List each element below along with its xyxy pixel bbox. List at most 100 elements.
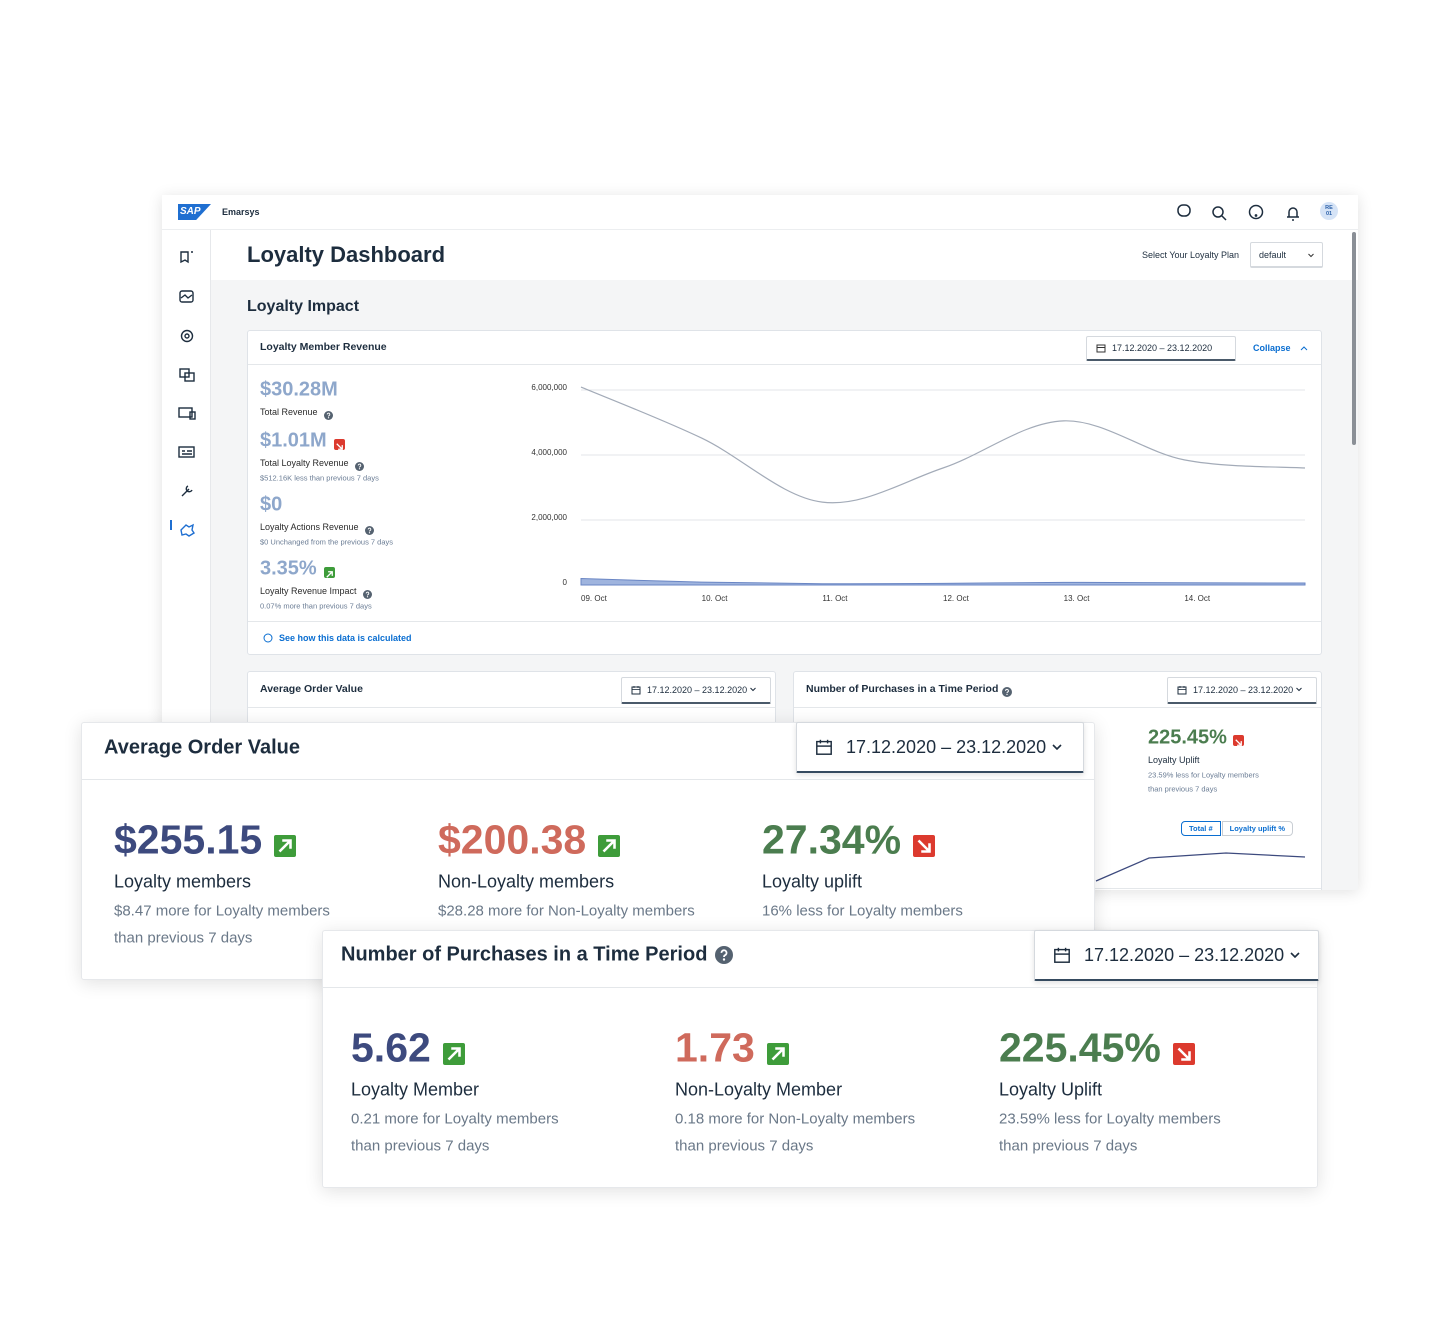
x-tick-label: 11. Oct [822,594,848,603]
chevron [750,687,756,692]
card-title: Loyalty Member Revenue [260,341,387,353]
date-picker[interactable]: 17.12.2020 – 23.12.2020 [621,677,771,704]
kpi-note: than previous 7 days [1148,784,1218,794]
card-title: Number of Purchases in a Time Period [341,943,708,966]
kpi-value: $200.38 [438,816,587,863]
chevron [1308,253,1314,258]
y-tick-label: 4,000,000 [531,448,567,457]
toggle-button[interactable]: Total # [1181,821,1221,836]
date-picker[interactable]: 17.12.2020 – 23.12.2020 [1034,930,1319,981]
kpi-note: $8.47 more for Loyalty members [114,902,330,920]
card-header [82,723,1094,780]
date-range: 17.12.2020 – 23.12.2020 [1084,944,1285,965]
sidebar-icons [170,251,196,537]
date-picker[interactable]: 17.12.2020 – 23.12.2020 [1167,677,1317,704]
kpi-label: Loyalty Uplift [1148,755,1200,765]
trend-down [1172,1043,1195,1065]
help-icon[interactable] [323,407,333,420]
collapse-button[interactable]: Collapse [1253,343,1291,353]
kpi-note: than previous 7 days [351,1137,490,1154]
revenue-chart: 0 2,000,000 4,000,000 6,000,000 09. Oct 10. O… [531,383,1306,603]
card-header [248,331,1321,365]
help-icon[interactable] [1002,684,1013,697]
nav-icon[interactable] [180,329,194,343]
kpi-label: Total Revenue [260,407,318,417]
kpi-note: 0.21 more for Loyalty members [351,1110,559,1128]
help-icon[interactable] [1248,204,1264,220]
mini-chart [794,672,1323,888]
avatar[interactable]: RE 01 [1320,202,1338,220]
trend-up [323,567,335,578]
toggle-button[interactable]: Loyalty uplift % [1221,821,1294,836]
x-tick-label: 12. Oct [943,594,970,603]
kpi-note: $28.28 more for Non-Loyalty members [438,902,695,920]
nav-icon[interactable] [181,485,193,497]
chevron [1290,952,1300,958]
kpi-value: 1.73 [675,1024,755,1071]
kpi-label: Loyalty uplift [762,871,863,892]
kpi-label: Non-Loyalty members [438,871,615,892]
trend-up [766,1043,789,1065]
plan-label: Select Your Loyalty Plan [1142,250,1240,260]
avatar-number: 01 [1325,211,1333,217]
info-icon [263,633,273,643]
y-tick-label: 2,000,000 [531,513,567,522]
card-header [248,672,775,708]
help-icon[interactable] [364,522,374,535]
date-range: 17.12.2020 – 23.12.2020 [1193,685,1294,695]
kpi-note: 0.18 more for Non-Loyalty members [675,1110,916,1128]
trend-down [333,439,345,450]
section-title: Loyalty Impact [247,298,360,315]
kpi-note: 23.59% less for Loyalty members [1148,770,1259,780]
scrollbar [1352,232,1356,445]
chat-icon[interactable] [1177,204,1191,217]
kpi-value: $0 [260,493,283,516]
date-range: 17.12.2020 – 23.12.2020 [1112,343,1213,353]
bell-icon[interactable] [1287,207,1299,221]
kpi-value: 5.62 [351,1024,431,1071]
nav-icon[interactable] [180,251,193,264]
calculation-link[interactable]: See how this data is calculated [279,633,412,643]
kpi-label: Total Loyalty Revenue [260,458,349,468]
trend-down [913,835,936,857]
nav-icon-active[interactable] [180,523,195,537]
kpi-label: Loyalty Uplift [999,1079,1103,1100]
kpi-label: Loyalty Member [351,1079,480,1100]
x-tick-label: 09. Oct [581,594,608,603]
card-title: Average Order Value [260,683,363,695]
calendar-icon [1096,344,1106,353]
plan-select[interactable]: default [1250,242,1323,268]
kpi-label: Loyalty members [114,871,252,892]
kpi-value: $255.15 [114,816,263,863]
kpi-value: $30.28M [260,378,338,401]
kpi-label: Loyalty Revenue Impact [260,586,357,596]
nav-icon[interactable] [179,290,194,303]
chevron [1052,744,1062,750]
card-header [794,672,1321,708]
kpi-note: 0.07% more than previous 7 days [260,601,372,611]
y-tick-label: 0 [563,578,568,587]
active-indicator [170,520,172,530]
kpi-value: $1.01M [260,429,327,452]
plan-value: default [1259,249,1287,260]
app-name: Emarsys [222,207,260,217]
date-picker[interactable]: 17.12.2020 – 23.12.2020 [796,722,1084,773]
card-title: Number of Purchases in a Time Period [806,683,999,695]
kpi-label: Non-Loyalty Member [675,1079,843,1100]
toolbar-icons [1177,204,1299,221]
date-picker[interactable]: 17.12.2020 – 23.12.2020 [1086,336,1236,361]
kpi-note: $512.16K less than previous 7 days [260,473,379,483]
search-icon[interactable] [1212,206,1224,218]
nav-icon[interactable] [178,446,195,458]
help-icon[interactable] [354,458,364,471]
avatar-initials: RE [1325,205,1333,211]
purchases-overlay: Number of Purchases in a Time Period 17.1… [322,930,1319,1188]
chevron [1296,687,1302,692]
help-icon[interactable] [362,586,372,599]
trend-up [442,1043,465,1065]
x-tick-label: 10. Oct [702,594,729,603]
help-icon[interactable] [715,946,734,964]
kpi-note: 23.59% less for Loyalty members [999,1110,1221,1128]
date-range: 17.12.2020 – 23.12.2020 [846,736,1047,757]
